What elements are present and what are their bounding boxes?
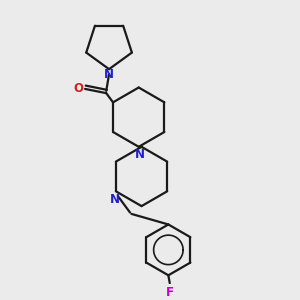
Text: F: F [166, 286, 174, 299]
Text: N: N [104, 68, 114, 81]
Text: N: N [110, 193, 119, 206]
Text: O: O [74, 82, 84, 95]
Text: N: N [135, 148, 145, 161]
